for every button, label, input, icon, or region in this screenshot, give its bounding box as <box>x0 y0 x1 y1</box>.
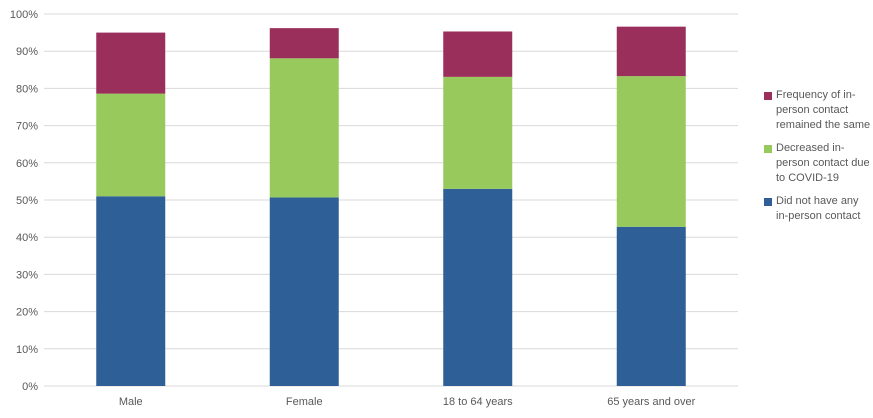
y-tick-label: 90% <box>16 46 38 58</box>
legend-item-decreased: Decreased in-person contact due to COVID… <box>764 141 872 186</box>
bar-segment <box>616 26 686 77</box>
x-category-label: 65 years and over <box>607 396 695 408</box>
y-tick-label: 100% <box>10 9 38 21</box>
y-tick-label: 50% <box>16 195 38 207</box>
legend-item-remained-same: Frequency of in-person contact remained … <box>764 88 872 133</box>
y-tick-label: 10% <box>16 344 38 356</box>
bar-segment <box>96 93 166 197</box>
x-category-label: Male <box>119 396 143 408</box>
legend-label-did-not-have: Did not have any in-person contact <box>776 195 861 222</box>
bar-segment <box>616 76 686 227</box>
legend-swatch-decreased <box>764 145 772 153</box>
legend-swatch-did-not-have <box>764 198 772 206</box>
bar-segment <box>443 76 513 189</box>
x-category-label: 18 to 64 years <box>443 396 513 408</box>
bar-segment <box>269 197 339 386</box>
legend-label-decreased: Decreased in-person contact due to COVID… <box>776 142 870 184</box>
y-tick-label: 60% <box>16 158 38 170</box>
y-tick-label: 0% <box>22 381 38 393</box>
y-tick-label: 30% <box>16 269 38 281</box>
bar-segment <box>616 226 686 386</box>
y-tick-label: 20% <box>16 307 38 319</box>
bar-segment <box>96 32 166 94</box>
bar-segment <box>269 28 339 59</box>
bar-segment <box>269 58 339 198</box>
legend-item-did-not-have: Did not have any in-person contact <box>764 194 872 224</box>
y-tick-label: 40% <box>16 232 38 244</box>
legend: Frequency of in-person contact remained … <box>764 88 872 232</box>
x-category-label: Female <box>286 396 323 408</box>
y-tick-label: 80% <box>16 83 38 95</box>
bar-segment <box>443 31 513 77</box>
bar-segment <box>96 196 166 386</box>
legend-label-remained-same: Frequency of in-person contact remained … <box>776 89 871 131</box>
bar-segment <box>443 188 513 386</box>
y-tick-label: 70% <box>16 121 38 133</box>
legend-swatch-remained-same <box>764 92 772 100</box>
